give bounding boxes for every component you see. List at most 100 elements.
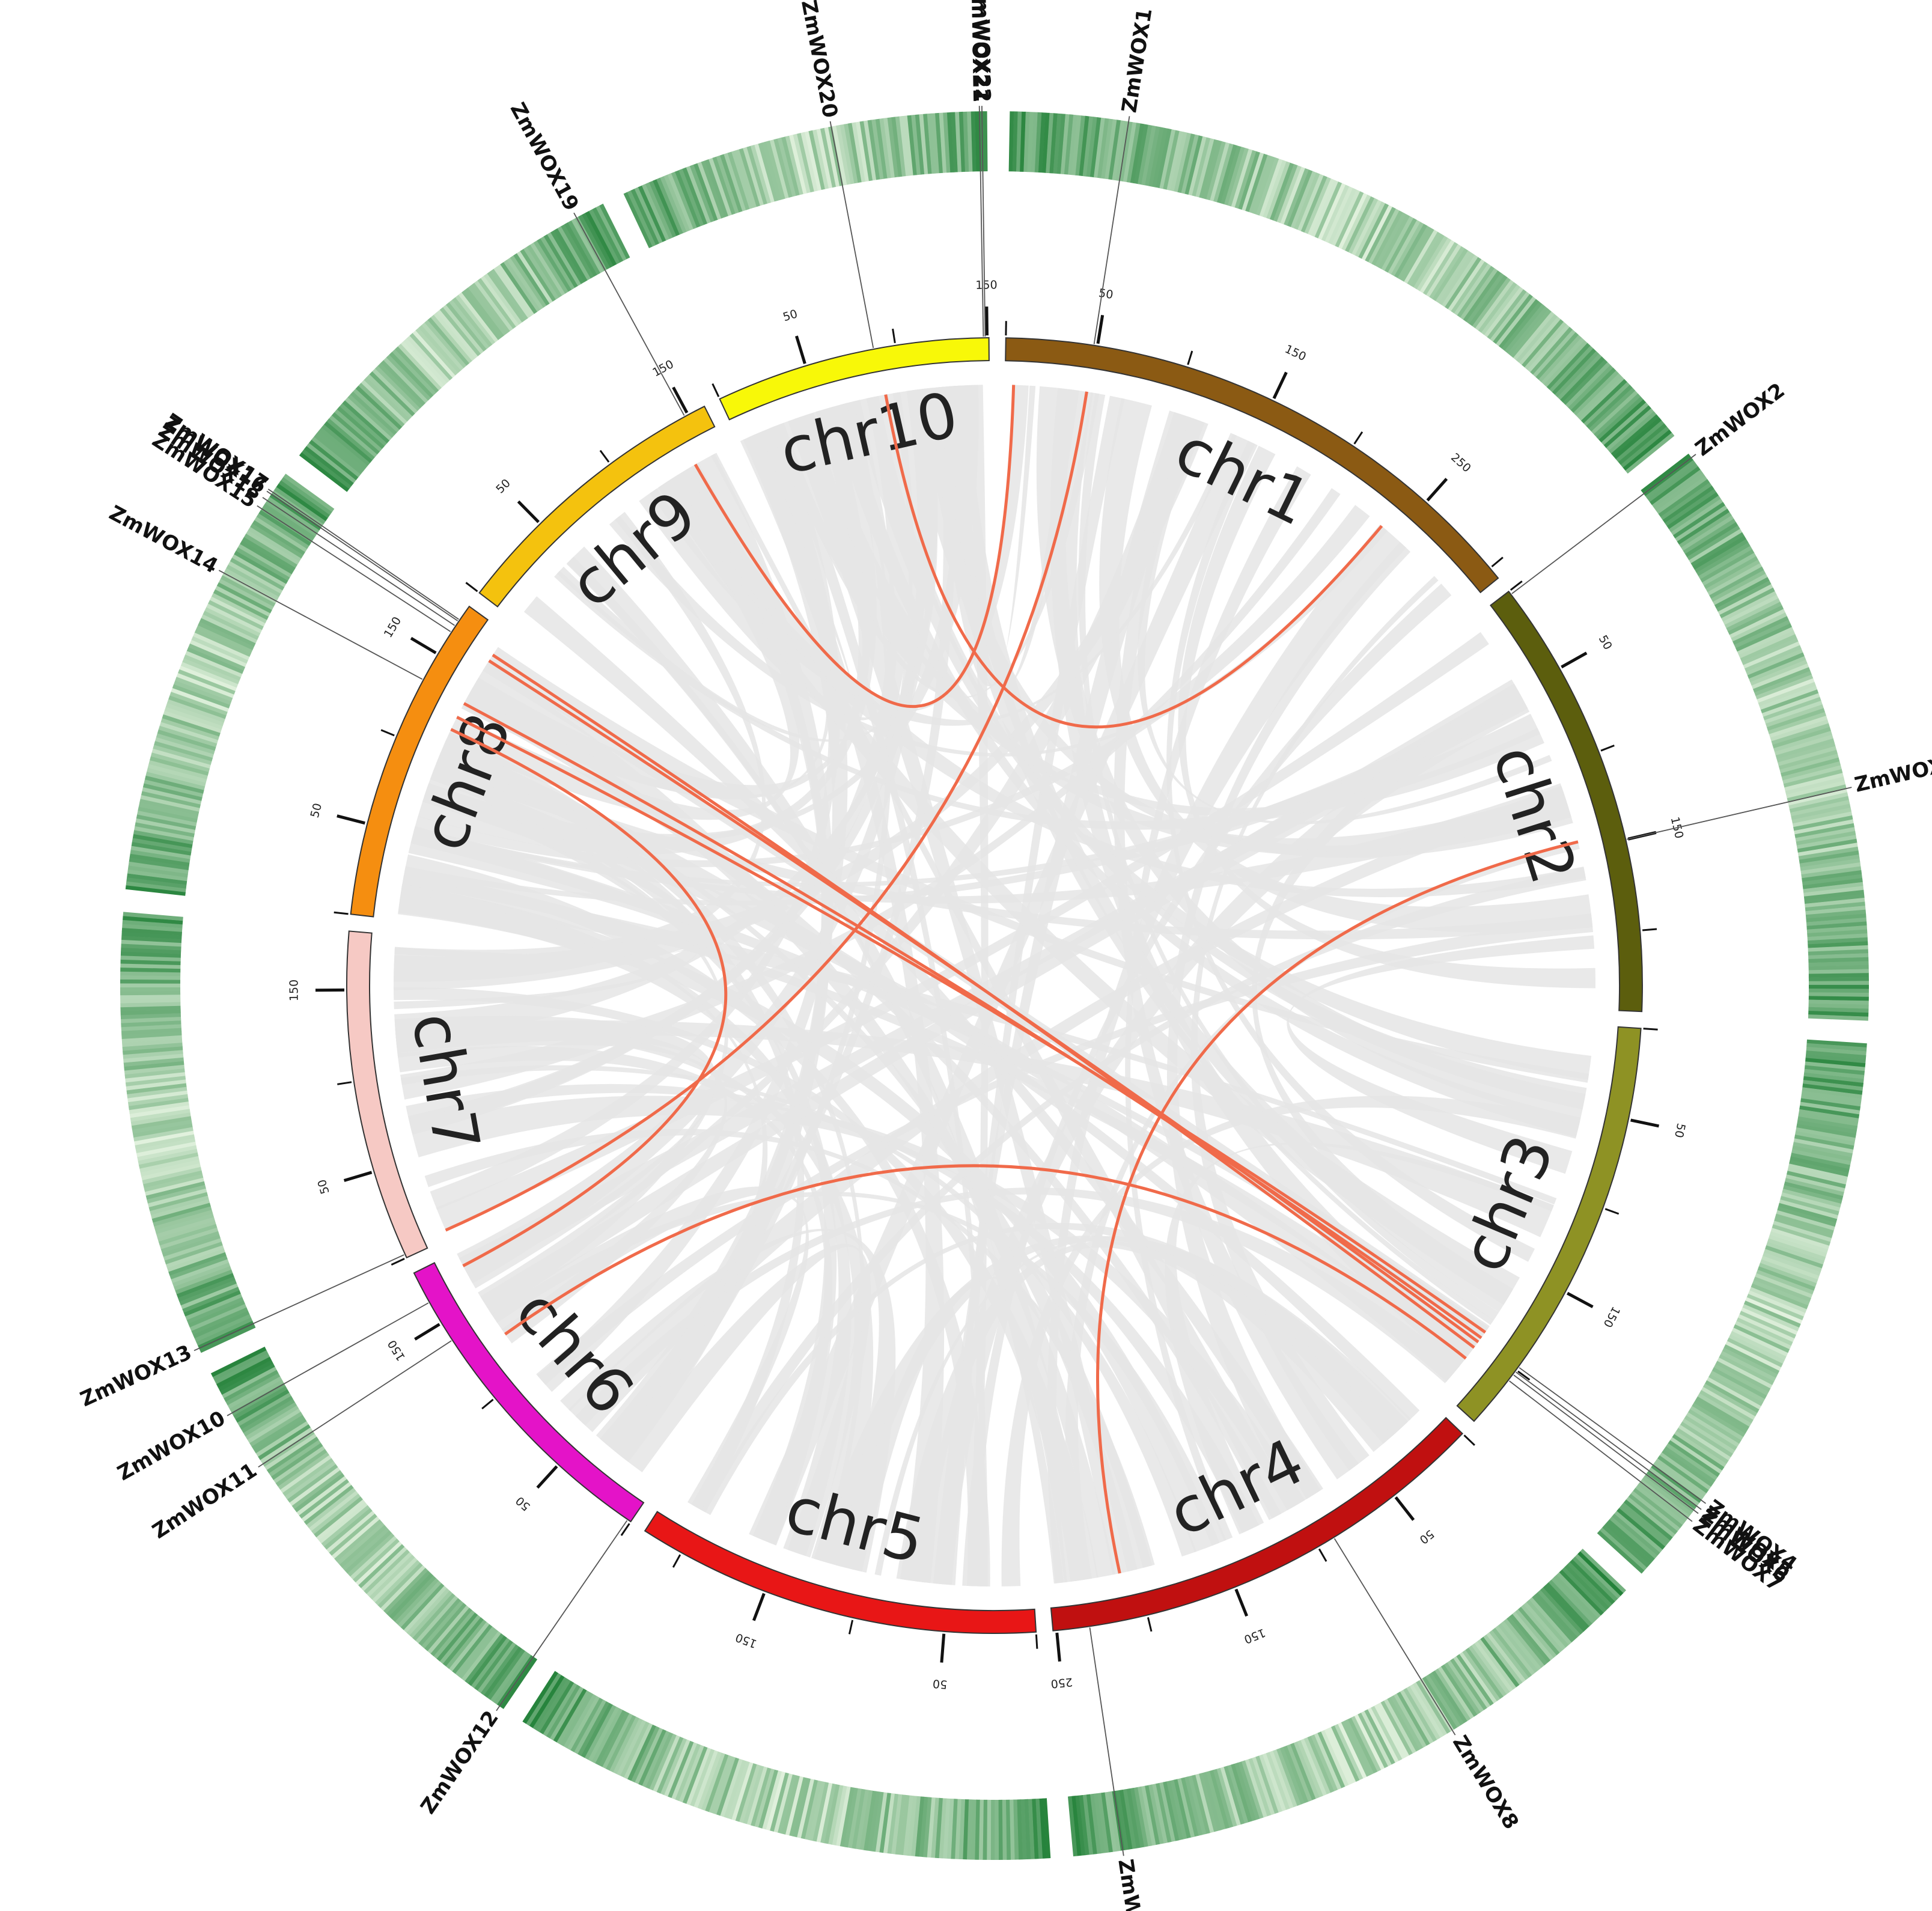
density-bin [1320, 1730, 1349, 1787]
density-bin [162, 714, 221, 737]
density-bin [133, 1127, 194, 1142]
density-bin [1303, 1737, 1330, 1794]
density-bin [137, 810, 197, 826]
density-bin [1732, 616, 1789, 645]
density-bin [1791, 808, 1851, 824]
density-bin [1324, 1728, 1353, 1785]
density-bin [219, 578, 274, 611]
synteny-ribbon [433, 755, 1593, 940]
density-bin [1515, 1609, 1557, 1658]
density-bin [891, 1794, 903, 1855]
density-bin [1599, 1528, 1647, 1571]
density-bin [720, 1758, 743, 1817]
density-bin [182, 1287, 240, 1313]
density-bin [339, 1525, 387, 1568]
density-bin [1754, 671, 1812, 696]
density-bin [1462, 1650, 1501, 1702]
density-bin [532, 1677, 568, 1730]
density-bin [1155, 1783, 1172, 1843]
collinear-link [463, 702, 1483, 1340]
density-bin [1166, 1781, 1183, 1841]
density-bin [931, 113, 940, 174]
density-bin [1619, 1505, 1668, 1547]
density-bin [1191, 1775, 1210, 1834]
chromosome-tick [672, 386, 689, 413]
density-bin [218, 1360, 273, 1392]
density-bin [1645, 460, 1696, 499]
chromosome-tick [672, 1554, 681, 1568]
gene-marker-line [1516, 1371, 1702, 1510]
density-bin [1675, 505, 1728, 542]
density-bin [1361, 205, 1393, 261]
gene-label: ZmWOX10 [114, 1406, 230, 1486]
density-bin [805, 1780, 821, 1840]
density-bin [1498, 1623, 1538, 1673]
density-bin [245, 1405, 299, 1440]
density-bin [1697, 1393, 1752, 1427]
density-bin [1385, 218, 1418, 273]
density-bin [1220, 1767, 1241, 1826]
density-bin [350, 1535, 397, 1580]
density-bin [1783, 769, 1843, 788]
density-bin [1314, 181, 1342, 239]
density-bin [1307, 1736, 1335, 1793]
gene-marker-line [258, 1340, 452, 1468]
density-bin [1490, 291, 1530, 342]
density-bin [1797, 838, 1857, 853]
density-bin [1750, 659, 1808, 686]
density-bin [785, 1776, 803, 1836]
density-bin [1689, 528, 1743, 564]
density-bin [436, 309, 478, 359]
density-bin [915, 114, 925, 175]
density-bin [1126, 1788, 1141, 1849]
density-bin [287, 1464, 338, 1503]
density-bin [306, 442, 356, 483]
density-bin [484, 273, 522, 325]
density-bin [1290, 171, 1317, 229]
tick-label: 150 [1600, 1304, 1623, 1329]
density-bin [832, 126, 847, 186]
density-bin [1808, 1014, 1869, 1021]
density-bin [656, 177, 683, 235]
gene-marker-line [1626, 787, 1852, 840]
density-bin [124, 1068, 185, 1079]
density-bin [915, 1796, 925, 1857]
density-bin [1501, 301, 1543, 351]
density-bin [675, 1743, 701, 1801]
gene-density-track [120, 111, 1870, 1861]
density-bin [1800, 1094, 1861, 1107]
density-bin [1808, 992, 1869, 997]
density-bin [1800, 1098, 1860, 1111]
density-bin [452, 1624, 493, 1674]
density-bin [1561, 1567, 1607, 1613]
density-bin [836, 1786, 851, 1847]
density-bin [1803, 1072, 1864, 1084]
density-bin [939, 1798, 947, 1859]
density-bin [1798, 846, 1859, 861]
density-bin [1805, 906, 1866, 915]
density-bin [124, 1064, 184, 1075]
density-bin [121, 1035, 182, 1043]
density-bin [150, 756, 209, 776]
density-bin [535, 1678, 571, 1733]
density-bin [1017, 1799, 1023, 1860]
density-bin [1202, 140, 1222, 200]
density-bin [1780, 1196, 1839, 1216]
density-bin [971, 111, 977, 172]
density-bin [727, 151, 750, 210]
density-bin [120, 994, 181, 999]
density-bin [1105, 1791, 1117, 1852]
density-bin [1729, 609, 1786, 639]
density-bin [418, 325, 462, 373]
density-bin [1391, 222, 1424, 276]
density-bin [1574, 1553, 1621, 1599]
density-bin [1615, 420, 1665, 462]
density-bin [1456, 1654, 1494, 1706]
tick-label: 50 [315, 1178, 332, 1195]
density-bin [377, 362, 423, 409]
density-bin [1314, 1733, 1342, 1790]
density-bin [1365, 207, 1396, 263]
density-bin [546, 1684, 581, 1739]
density-bin [1646, 1470, 1697, 1510]
